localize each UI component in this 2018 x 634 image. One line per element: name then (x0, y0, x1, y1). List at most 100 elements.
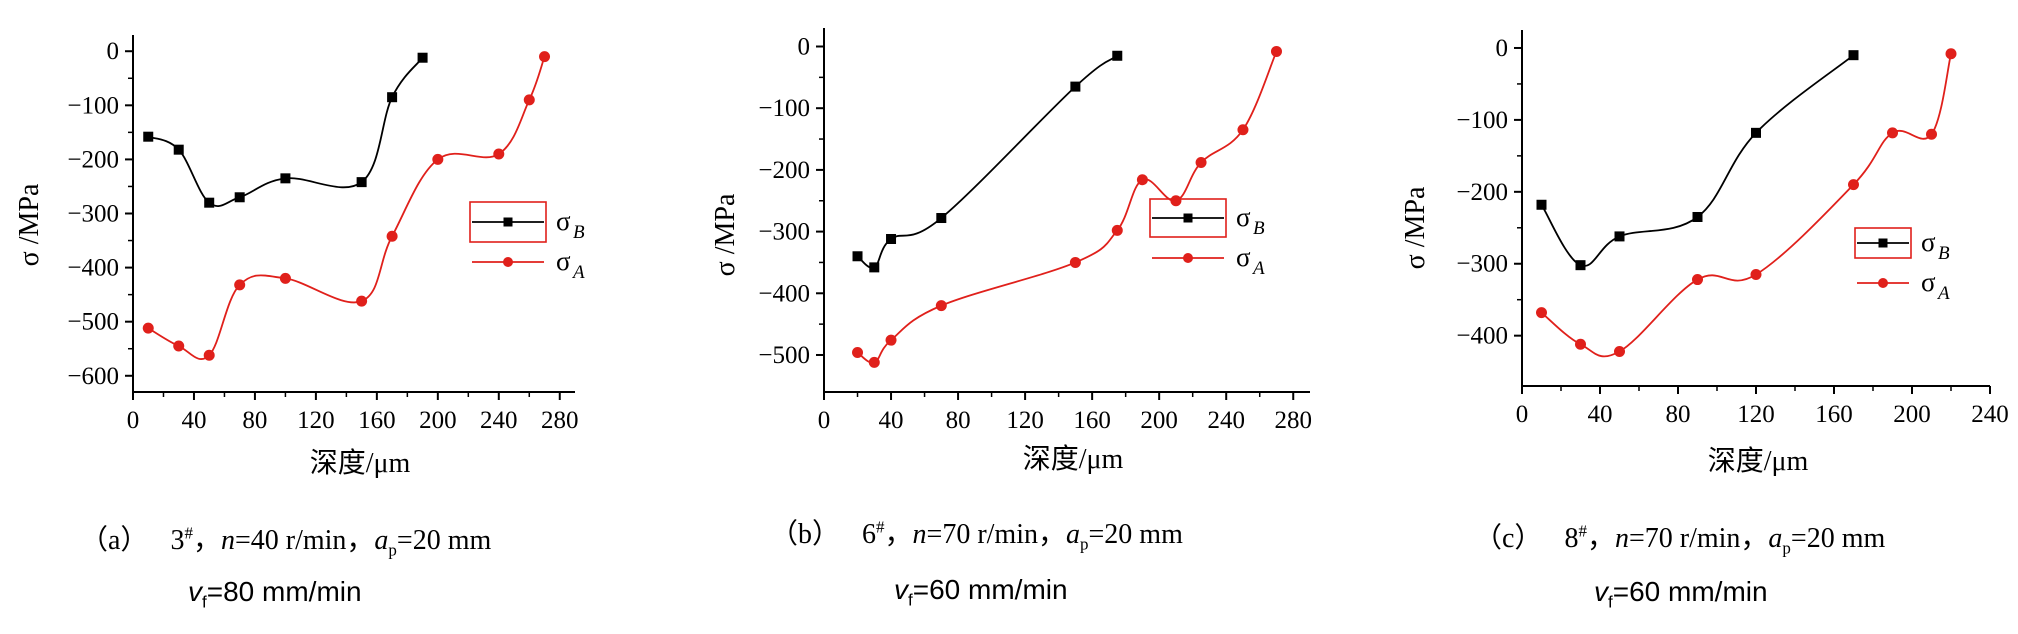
data-point-a-A-8 (493, 148, 505, 160)
x-tick-label-a-6: 240 (480, 407, 518, 434)
legend-c: σ Bσ A (1854, 227, 1950, 304)
x-tick-label-c-2: 80 (1666, 401, 1691, 428)
data-point-a-B-3 (234, 192, 245, 203)
chart-panel-a: 0 40 80 120 160 200 240 280 0 −100 −200 −300 −400 −50… (14, 35, 585, 479)
data-point-c-B-3 (1692, 211, 1703, 222)
data-point-a-A-1 (173, 340, 185, 352)
y-tick-label-b-2: −200 (758, 157, 810, 184)
data-point-c-A-1 (1575, 338, 1586, 350)
caption-c-ap-sub: p (1782, 538, 1791, 558)
data-point-a-A-6 (386, 230, 398, 242)
y-tick-label-c-3: −300 (1456, 251, 1508, 278)
data-point-c-B-0 (1536, 199, 1547, 210)
caption-c-ap-val: =20 mm (1790, 523, 1886, 554)
data-point-a-B-4 (280, 173, 291, 184)
data-point-c-B-4 (1751, 127, 1761, 138)
data-point-a-A-2 (203, 349, 215, 361)
caption-b-sup: # (876, 517, 885, 537)
x-tick-label-a-2: 80 (242, 407, 267, 434)
series-line-a-A (147, 56, 546, 360)
data-point-a-B-1 (173, 144, 184, 155)
data-point-b-A-7 (1170, 195, 1182, 207)
x-tick-label-b-1: 40 (879, 407, 904, 434)
x-tick-label-b-0: 0 (818, 407, 831, 434)
y-axis-label-c: σ /MPa (1400, 186, 1431, 269)
data-point-b-A-0 (852, 347, 864, 359)
caption-a-line2: vf=80 mm/min (188, 576, 362, 613)
x-tick-label-a-1: 40 (181, 407, 206, 434)
data-point-b-A-9 (1237, 124, 1249, 136)
x-tick-label-b-4: 160 (1073, 407, 1111, 434)
data-point-a-B-7 (417, 52, 428, 63)
data-point-c-A-5 (1848, 179, 1859, 191)
legend-label-sub-b-B: B (1253, 218, 1265, 239)
x-tick-label-c-6: 240 (1971, 401, 2009, 428)
data-point-a-A-0 (142, 322, 154, 334)
data-point-c-B-2 (1614, 231, 1625, 242)
data-point-c-A-2 (1614, 345, 1625, 357)
data-point-b-A-3 (935, 300, 947, 312)
y-tick-label-c-1: −100 (1456, 107, 1508, 134)
y-tick-label-a-5: −500 (67, 309, 119, 336)
caption-a-ap-sym: a (374, 525, 389, 556)
x-tick-label-a-5: 200 (419, 407, 457, 434)
data-point-b-A-2 (885, 334, 897, 346)
data-point-a-B-5 (356, 177, 367, 188)
caption-a-n-val: =40 r/min， (234, 525, 375, 556)
caption-b-sample: 6 (862, 519, 877, 550)
data-point-a-A-9 (523, 94, 535, 106)
caption-c-line2: vf=60 mm/min (1594, 576, 1768, 613)
caption-a-line1: （a） 3#，n=40 r/min，ap=20 mm (80, 523, 492, 560)
legend-marker-a-A (503, 257, 513, 267)
y-tick-label-a-4: −400 (67, 255, 119, 282)
legend-label-b-A: σ (1236, 242, 1251, 272)
caption-a-vf-sub: f (202, 592, 207, 612)
legend-label-sub-c-B: B (1938, 243, 1950, 264)
caption-a-sup: # (184, 523, 193, 543)
caption-c-sup: # (1578, 521, 1587, 541)
x-tick-label-b-2: 80 (946, 407, 971, 434)
data-point-a-A-5 (356, 295, 368, 307)
caption-c-vf-val: =60 mm/min (1612, 576, 1768, 607)
y-tick-label-b-0: 0 (798, 34, 811, 61)
x-tick-label-a-7: 280 (541, 407, 579, 434)
caption-c-sample: 8 (1564, 523, 1579, 554)
y-tick-label-a-0: 0 (107, 38, 120, 65)
x-axis-label-c: 深度/μm (1708, 445, 1809, 477)
caption-b-label: （b） (770, 519, 841, 550)
y-tick-label-a-6: −600 (67, 363, 119, 390)
x-tick-label-a-3: 120 (297, 407, 335, 434)
caption-b-vf-sym: v (894, 574, 908, 605)
data-point-c-B-1 (1575, 260, 1586, 271)
legend-b: σ Bσ A (1149, 198, 1265, 279)
data-point-a-B-6 (387, 92, 398, 103)
legend-a: σ Bσ A (469, 201, 585, 283)
chart-panel-c: 0 40 80 120 160 200 240 0 −100 −200 −300 −400 深度/μm σ… (1400, 30, 2009, 477)
caption-a-label: （a） (80, 525, 149, 556)
y-tick-label-c-0: 0 (1496, 35, 1509, 62)
legend-label-c-B: σ (1921, 227, 1936, 257)
data-point-c-A-8 (1945, 48, 1957, 60)
caption-b-vf-sub: f (908, 590, 913, 610)
y-tick-label-b-5: −500 (758, 342, 810, 369)
y-axis-label-a: σ /MPa (14, 183, 45, 266)
data-point-b-A-8 (1195, 156, 1207, 168)
data-point-b-B-0 (852, 251, 863, 262)
legend-box-a (469, 201, 547, 243)
caption-c-n-sym: n (1614, 523, 1629, 554)
x-tick-label-a-4: 160 (358, 407, 396, 434)
caption-c-n-val: =70 r/min， (1628, 523, 1769, 554)
legend-marker-c-B (1878, 238, 1888, 248)
legend-label-sub-a-B: B (573, 222, 585, 243)
data-point-a-B-2 (204, 197, 215, 208)
caption-b-ap-val: =20 mm (1088, 519, 1183, 550)
y-axis-label-b: σ /MPa (710, 193, 741, 276)
data-point-b-B-2 (886, 233, 897, 244)
legend-label-c-A: σ (1921, 267, 1936, 297)
x-tick-label-b-5: 200 (1140, 407, 1178, 434)
series-line-a-B (147, 57, 424, 207)
legend-label-a-B: σ (556, 206, 571, 236)
data-point-c-A-3 (1692, 274, 1703, 286)
y-tick-label-b-4: −400 (758, 280, 810, 307)
caption-b-ap-sym: a (1066, 519, 1080, 550)
